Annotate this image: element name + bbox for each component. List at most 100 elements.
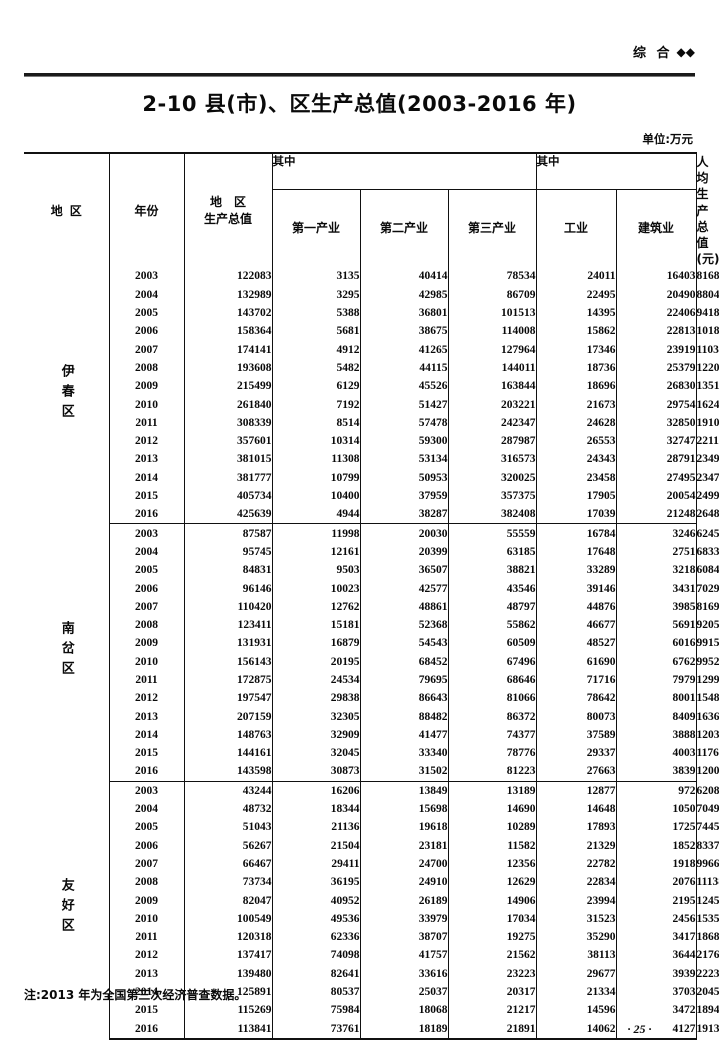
row-header-region: 友好区 [24,781,110,1039]
table-body: 伊春区 2003 122083 3135 40414 78534 24011 16403 816… [24,267,719,1040]
cell-gdp: 144161 [184,744,273,763]
cell-year: 2003 [109,267,185,286]
table-row: 南岔区 2003 87587 11998 20030 55559 16784 3246 6245 [24,523,719,782]
cell-year: 2005 [109,303,185,323]
cell-gdp: 381015 [184,450,273,469]
table-row: 201219754729838866438106678642800115480 [24,689,719,708]
cell-construction: 972 [616,781,697,800]
table-row: 201514416132045333407877629337400311767 [24,744,719,763]
row-header-region: 南岔区 [24,523,110,782]
cell-industry: 39146 [536,579,617,598]
cell-gdp: 381777 [184,468,273,487]
cell-industry: 17346 [536,340,617,359]
col-header-primary-industry: 第一产业 [272,189,361,268]
cell-secondary-industry: 31502 [360,762,449,782]
cell-tertiary-industry: 203221 [448,395,537,414]
cell-year: 2005 [109,818,185,837]
cell-year: 2016 [109,1019,185,1040]
table-row: 201112031862336387071927535290341718681 [24,928,719,947]
cell-primary-industry: 82641 [272,964,361,983]
table-row: 2008 123411 15181 52368 55862 46677 5691 9205 [24,615,719,635]
unit-label: 单位:万元 [642,132,693,146]
cell-gdp: 207159 [184,707,273,726]
cell-tertiary-industry: 14690 [448,799,537,819]
page-title: 2-10 县(市)、区生产总值(2003-2016 年) [142,92,577,116]
cell-tertiary-industry: 14906 [448,891,537,910]
cell-industry: 31523 [536,909,617,928]
header-row-group: 地区 年份 地 区 生产总值 其中 其中 人均生产 总值(元) [24,151,719,268]
cell-gdp: 110420 [184,597,273,616]
cell-secondary-industry: 51427 [360,395,449,414]
cell-construction: 2195 [616,891,697,910]
cell-year: 2007 [109,854,185,874]
cell-secondary-industry: 44115 [360,358,449,378]
cell-primary-industry: 16879 [272,634,361,653]
cell-tertiary-industry: 63185 [448,542,537,562]
cell-primary-industry: 10023 [272,579,361,598]
cell-year: 2012 [109,946,185,965]
cell-industry: 71716 [536,670,617,690]
table-row: 2006158364568138675114008158622281310180 [24,322,719,341]
cell-primary-industry: 24534 [272,670,361,690]
cell-industry: 23458 [536,468,617,487]
cell-primary-industry: 36195 [272,873,361,892]
cell-tertiary-industry: 68646 [448,670,537,690]
cell-gdp: 84831 [184,561,273,580]
cell-gdp: 215499 [184,377,273,396]
cell-tertiary-industry: 357375 [448,486,537,506]
cell-gdp: 131931 [184,634,273,653]
cell-year: 2014 [109,725,185,745]
cell-construction: 26830 [616,377,697,396]
table-header: 地区 年份 地 区 生产总值 其中 其中 人均生产 总值(元) 第一产业 第二产… [24,151,719,268]
table-row: 2007 110420 12762 48861 48797 44876 3985 8169 [24,597,719,616]
cell-construction: 3939 [616,964,697,983]
cell-year: 2009 [109,891,185,910]
cell-year: 2011 [109,928,185,947]
cell-primary-industry: 40952 [272,891,361,910]
table-row: 201611384173761181892189114062412719139 [24,1019,719,1040]
table-row: 201614359830873315028122327663383912002 [24,762,719,782]
table-note: 注:2013 年为全国第三次经济普查数据。 [24,988,247,1002]
cell-industry: 23994 [536,891,617,910]
cell-year: 2003 [109,781,185,800]
cell-construction: 3218 [616,561,697,580]
cell-year: 2015 [109,744,185,763]
cell-construction: 6016 [616,634,697,653]
cell-tertiary-industry: 11582 [448,836,537,855]
cell-tertiary-industry: 382408 [448,505,537,525]
region-label-vertical: 南岔区 [58,620,74,681]
cell-tertiary-industry: 86372 [448,707,537,726]
cell-year: 2006 [109,579,185,598]
cell-secondary-industry: 41265 [360,340,449,359]
cell-gdp: 48732 [184,799,273,819]
cell-construction: 3417 [616,928,697,947]
cell-secondary-industry: 33616 [360,964,449,983]
cell-year: 2010 [109,652,185,671]
cell-gdp: 113841 [184,1019,273,1040]
cell-year: 2013 [109,450,185,469]
cell-year: 2015 [109,1001,185,1020]
cell-tertiary-industry: 21891 [448,1019,537,1040]
cell-industry: 17648 [536,542,617,562]
cell-gdp: 405734 [184,486,273,506]
cell-year: 2014 [109,982,185,1002]
cell-secondary-industry: 23181 [360,836,449,855]
cell-secondary-industry: 59300 [360,431,449,451]
cell-secondary-industry: 41757 [360,946,449,965]
table-row: 2010261840719251427203221216732975416246 [24,395,719,414]
cell-secondary-industry: 20030 [360,523,449,543]
cell-gdp: 120318 [184,928,273,947]
cell-primary-industry: 11998 [272,523,361,543]
cell-tertiary-industry: 55559 [448,523,537,543]
table-row: 201313948082641336162322329677393922234 [24,964,719,983]
cell-construction: 7979 [616,670,697,690]
cell-construction: 1852 [616,836,697,855]
col-header-gdp: 地 区 生产总值 [184,151,273,268]
region-label-vertical: 友好区 [58,877,74,938]
cell-tertiary-industry: 17034 [448,909,537,928]
cell-industry: 80073 [536,707,617,726]
col-header-region: 地区 [24,151,110,268]
cell-primary-industry: 12762 [272,597,361,616]
cell-secondary-industry: 42577 [360,579,449,598]
cell-primary-industry: 10799 [272,468,361,487]
